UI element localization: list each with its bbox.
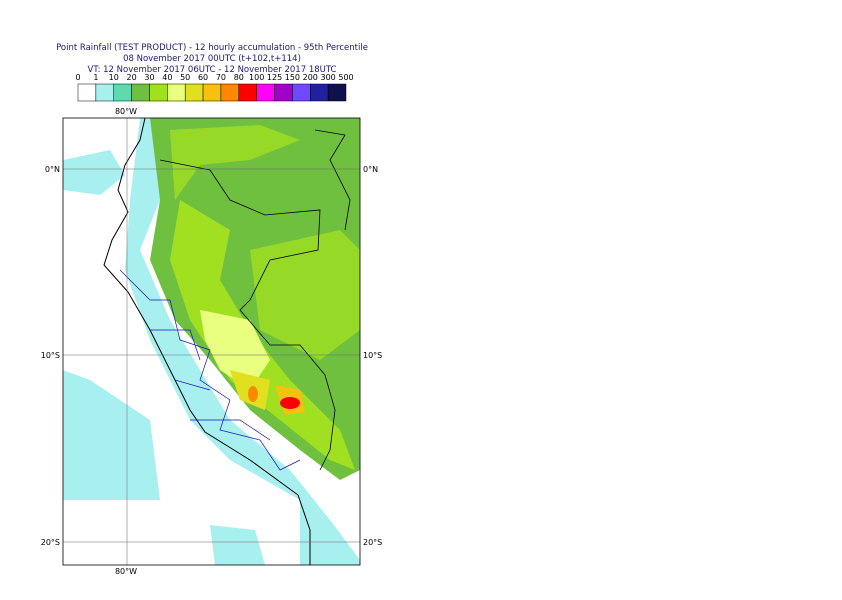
- legend-swatch: [113, 83, 132, 102]
- legend-swatch: [327, 83, 347, 102]
- legend-label: 70: [216, 73, 226, 82]
- legend-label: 30: [144, 73, 154, 82]
- legend-swatch: [310, 83, 329, 102]
- legend-label: 300: [320, 73, 335, 82]
- legend-swatch: [77, 83, 97, 102]
- legend-label: 0: [75, 73, 80, 82]
- lat-label: 20°S: [41, 538, 60, 547]
- legend-label: 40: [162, 73, 172, 82]
- lon-label: 80°W: [115, 567, 137, 576]
- lat-label: 20°S: [363, 538, 382, 547]
- base-time: 08 November 2017 00UTC (t+102,t+114): [123, 54, 301, 64]
- legend-label: 20: [127, 73, 137, 82]
- legend-swatch: [149, 83, 168, 102]
- legend-label: 500: [338, 73, 353, 82]
- legend-swatch: [184, 83, 204, 102]
- legend-swatch: [131, 83, 150, 102]
- lat-label: 10°S: [363, 351, 382, 360]
- lat-label: 0°N: [45, 165, 60, 174]
- legend-swatch: [220, 83, 240, 102]
- legend-swatch: [274, 83, 293, 102]
- legend-swatch: [202, 83, 222, 102]
- legend-swatch: [95, 83, 114, 102]
- legend-swatch: [256, 83, 275, 102]
- legend-label: 60: [198, 73, 208, 82]
- legend-label: 50: [180, 73, 190, 82]
- legend-label: 150: [285, 73, 300, 82]
- legend-label: 100: [249, 73, 264, 82]
- legend-swatch: [292, 83, 311, 102]
- legend-label: 10: [109, 73, 119, 82]
- map-frame: [62, 117, 361, 566]
- legend-label: 200: [303, 73, 318, 82]
- title: Point Rainfall (TEST PRODUCT) - 12 hourl…: [56, 43, 368, 53]
- lat-label: 10°S: [41, 351, 60, 360]
- legend-label: 1: [93, 73, 98, 82]
- legend-label: 80: [234, 73, 244, 82]
- legend-label: 125: [267, 73, 282, 82]
- legend-swatch: [238, 83, 257, 102]
- lat-label: 0°N: [363, 165, 378, 174]
- map: [63, 118, 360, 565]
- legend-swatch: [167, 83, 186, 102]
- legend: 0 1 10 20 30 40 50 60 70 80 100 125 150 200 300 500: [75, 73, 354, 102]
- valid-time: VT: 12 November 2017 06UTC - 12 November…: [88, 65, 337, 75]
- lon-label: 80°W: [115, 107, 137, 116]
